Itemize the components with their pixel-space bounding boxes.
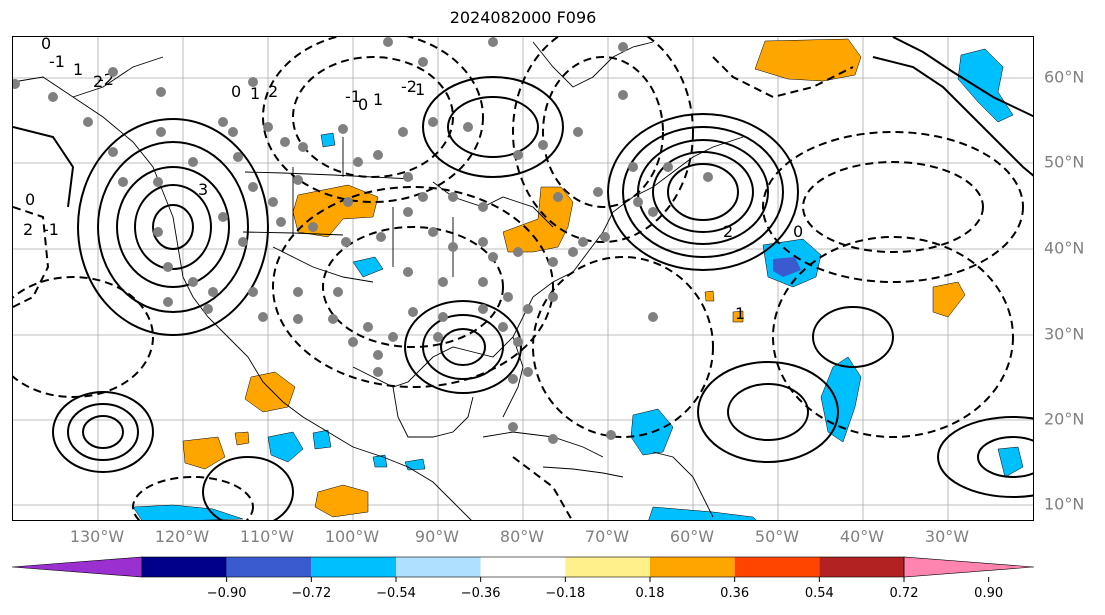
solid-contours [13,37,1033,520]
map-frame: 0 1 2 3 -2 -1 0 1 2 -1 0 1 1 -2 0 2 -1 2 0 1 [12,36,1034,521]
longitude-label: 30°W [924,527,970,546]
cyan-region [648,506,757,520]
latitude-label: 50°N [1044,152,1085,172]
cyan-region [372,454,388,468]
blue-region [773,257,801,277]
colorbar [11,556,1035,582]
longitude-label: 80°W [499,527,545,546]
cyan-region [320,132,336,148]
colorbar-tick-label: 0.18 [635,586,665,601]
cyan-region [997,446,1024,478]
longitude-label: 110°W [239,527,295,546]
contour-label: 0 [41,37,51,53]
latitude-label: 30°N [1044,324,1085,344]
colorbar-segment [396,557,481,577]
orange-region [704,290,715,302]
cyan-region [312,429,332,450]
map-title: 2024082000 F096 [449,8,597,27]
colorbar-segment [142,557,227,577]
latitude-label: 20°N [1044,409,1085,429]
colorbar-tick-label: 0.72 [889,586,919,601]
orange-region [234,431,250,446]
orange-region [732,310,744,323]
latitude-label: 60°N [1044,67,1085,87]
cyan-region [820,356,862,443]
colorbar-tick-label: −0.18 [545,586,586,601]
cyan-region [352,256,384,278]
contour-label: 1 [373,90,383,109]
colorbar-segment [819,557,904,577]
cyan-region [132,504,244,520]
contour-label: 2 [23,220,33,239]
longitude-label: 130°W [69,527,125,546]
orange-region [182,436,226,470]
contour-label: 2 [268,82,278,101]
contour-label: -2 [401,77,417,96]
contour-label: 1 [73,60,83,79]
colorbar-tick-label: 0.90 [974,586,1004,601]
cyan-region [267,431,304,463]
contour-label: 2 [93,72,103,91]
contour-label: 0 [793,222,803,241]
latitude-label: 10°N [1044,494,1085,514]
contour-label: 2 [723,222,733,241]
coastlines [13,41,744,520]
colorbar-tick-label: 0.54 [804,586,834,601]
contour-label: 0 [25,190,35,209]
longitude-label: 100°W [324,527,380,546]
dashed-contours [13,37,1024,520]
colorbar-tick-label: −0.72 [291,586,332,601]
orange-region [244,371,296,413]
contour-label: -1 [49,52,65,71]
cyan-region [404,458,426,471]
contour-label: 1 [250,84,260,103]
longitude-label: 50°W [754,527,800,546]
colorbar-frame [141,556,905,578]
longitude-label: 60°W [669,527,715,546]
contour-label: 0 [358,95,368,114]
colorbar-tick-label: 0.36 [720,586,750,601]
longitude-label: 70°W [584,527,630,546]
longitude-label: 40°W [839,527,885,546]
station-dots [13,37,713,444]
colorbar-segment [311,557,396,577]
contour-label: 3 [198,180,208,199]
colorbar-segment [650,557,735,577]
colorbar-segment [565,557,650,577]
shaded-anomaly-regions [132,38,1024,520]
contour-label: 1 [415,80,425,99]
contour-label: -1 [43,220,59,239]
colorbar-tick-label: −0.54 [376,586,416,601]
orange-region [932,281,966,318]
cyan-region [957,48,1014,123]
contour-label: -1 [345,87,361,106]
colorbar-tick-label: −0.90 [206,586,247,601]
map-gridlines [13,37,1033,520]
latitude-label: 40°N [1044,238,1085,258]
colorbar-segment [226,557,312,577]
colorbar-segment [480,557,566,577]
longitude-label: 90°W [414,527,460,546]
orange-region [754,38,862,82]
colorbar-tick-label: −0.36 [460,586,501,601]
longitude-label: 120°W [154,527,210,546]
contour-label: 0 [231,82,241,101]
orange-region [314,484,369,518]
colorbar-extend-right [903,556,1035,578]
colorbar-extend-left [11,556,143,578]
contour-label: 1 [735,304,745,323]
colorbar-segment [734,557,820,577]
